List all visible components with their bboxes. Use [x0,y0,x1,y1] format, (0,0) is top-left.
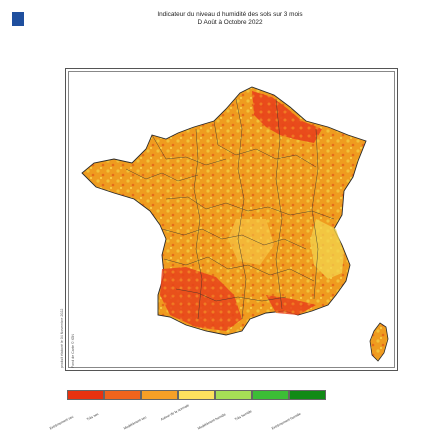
dry-zone-northeast [252,91,322,143]
legend-label: Modérément humide [197,412,227,431]
legend-label: Autour de la normale [160,403,190,422]
legend-label: Extrêmement humide [271,411,302,431]
map-title-block: Indicateur du niveau d humidité des sols… [100,11,360,26]
map-title: Indicateur du niveau d humidité des sols… [157,11,303,18]
legend-swatch [67,390,104,400]
legend-swatch [104,390,141,400]
map-subtitle: D Août à Octobre 2022 [197,18,263,26]
legend-label: Très sec [86,411,100,422]
dry-zone-southeast [266,295,316,315]
map-inner-frame [68,71,395,368]
legend-swatch [178,390,215,400]
france-mainland [81,86,367,336]
map-frame [65,68,398,371]
france-map [81,86,389,362]
legend-bar [67,390,326,400]
legend-label: Modérément sec [123,415,148,431]
legend-swatch [215,390,252,400]
corsica [369,322,389,362]
dry-zone-southwest [160,267,242,331]
legend-swatch [289,390,326,400]
legend-label: Extrêmement sec [49,414,75,431]
department-boundaries [125,98,335,320]
legend-swatch [141,390,178,400]
basemap-credit: Fond de Carte © IGN [71,333,75,368]
alps-normal-zone [310,219,344,279]
legend-swatch [252,390,289,400]
legend-label: Très humide [234,409,253,422]
meteo-france-logo [12,12,24,26]
production-note: produit élaboré le 04 Novembre 2022 [60,308,64,368]
